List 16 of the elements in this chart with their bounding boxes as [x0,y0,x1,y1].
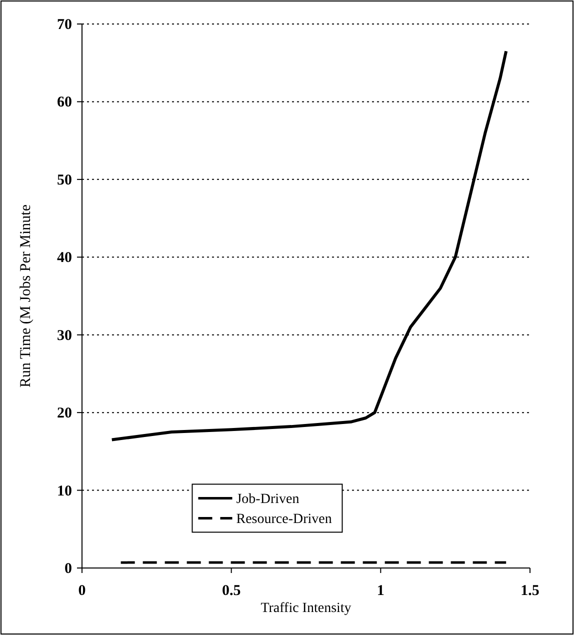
x-tick-label: 1 [376,583,384,599]
x-tick-label: 0 [78,583,86,599]
y-tick-label: 50 [57,172,72,188]
y-tick-label: 70 [57,17,72,33]
y-tick-label: 40 [57,250,72,266]
y-tick-label: 30 [57,328,72,344]
legend-label: Job-Driven [236,492,300,508]
y-axis-title: Run Time (M Jobs Per Minute [18,204,34,388]
legend-label: Resource-Driven [236,512,332,528]
x-axis-title: Traffic Intensity [260,601,352,616]
x-tick-label: 1.5 [520,583,540,599]
y-tick-label: 0 [64,561,72,577]
y-tick-label: 10 [57,483,72,500]
y-tick-label: 20 [57,406,72,422]
x-tick-label: 0.5 [222,583,241,599]
y-tick-label: 60 [57,94,72,111]
